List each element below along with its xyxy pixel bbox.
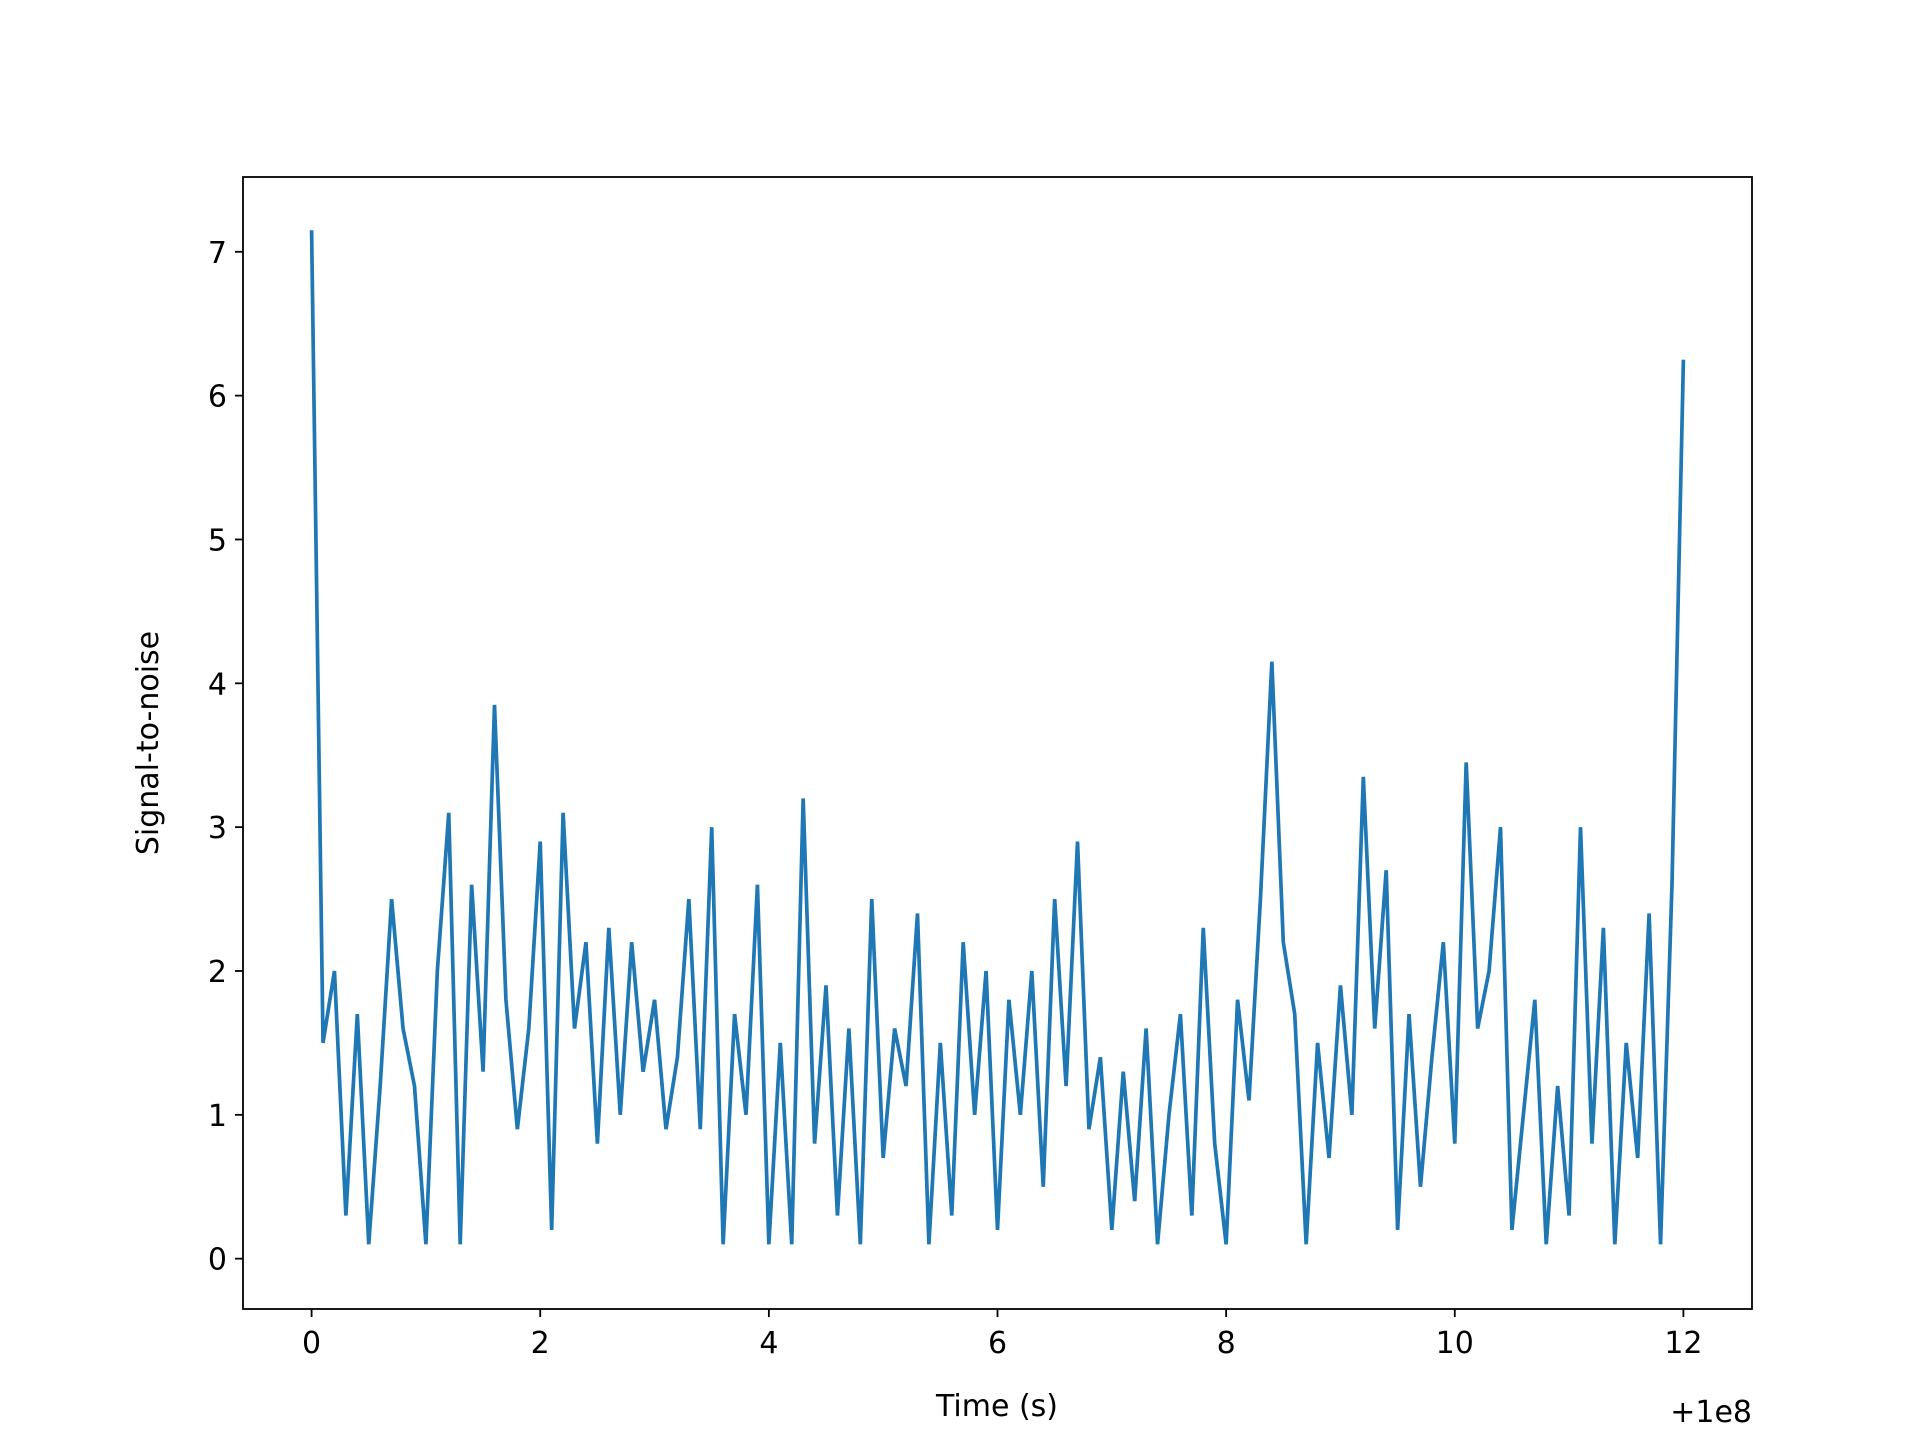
x-tick-label: 0 — [302, 1326, 321, 1361]
y-tick-label: 1 — [208, 1099, 227, 1134]
x-tick-label: 6 — [988, 1326, 1007, 1361]
y-tick-label: 3 — [208, 811, 227, 846]
x-tick-label: 4 — [759, 1326, 778, 1361]
x-tick-label: 8 — [1217, 1326, 1236, 1361]
y-axis-label: Signal-to-noise — [131, 631, 166, 855]
y-tick-label: 4 — [208, 667, 227, 702]
x-tick-label: 12 — [1664, 1326, 1702, 1361]
x-tick-label: 2 — [531, 1326, 550, 1361]
plot-frame — [242, 176, 1753, 1310]
x-tick-label: 10 — [1436, 1326, 1474, 1361]
y-tick-label: 6 — [208, 380, 227, 415]
y-tick-label: 2 — [208, 955, 227, 990]
x-offset-label: +1e8 — [1670, 1395, 1752, 1430]
y-tick-label: 5 — [208, 523, 227, 558]
x-axis-label: Time (s) — [935, 1389, 1058, 1424]
y-tick-label: 7 — [208, 236, 227, 271]
data-line — [309, 230, 1686, 1245]
y-tick-label: 0 — [208, 1243, 227, 1278]
